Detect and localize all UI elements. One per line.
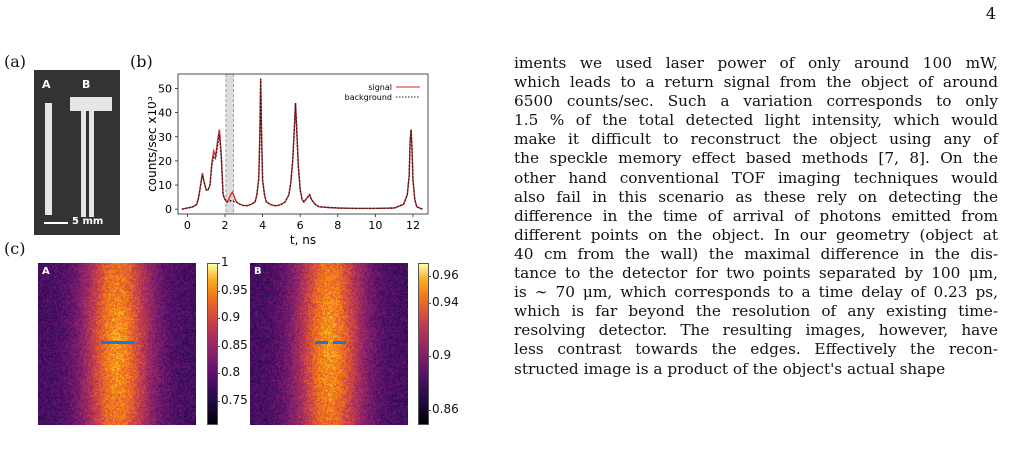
colorbar-a-tick-label: 0.9 [221, 310, 241, 325]
colorbar-a-tick-label: 1 [221, 255, 229, 269]
object-b-marker-right [333, 341, 346, 344]
scale-bar [44, 222, 68, 224]
x-tick-label: 0 [184, 219, 191, 232]
colorbar-a-tick-mark [217, 290, 220, 292]
gate-window [225, 74, 234, 214]
colorbar-b-tick-label: 0.96 [432, 268, 459, 283]
page-number: 4 [985, 4, 996, 23]
object-b-marker-left [315, 341, 328, 344]
reconstruction-heatmap-a: A [38, 263, 196, 425]
body-text-line: different points on the object. In our g… [514, 225, 998, 244]
colorbar-a-tick-label: 0.95 [221, 282, 248, 297]
y-axis-label-exponent: 3 [148, 96, 154, 101]
y-tick-label: 30 [158, 131, 172, 144]
scale-label: 5 mm [72, 216, 104, 227]
y-tick-label: 0 [165, 203, 172, 216]
body-text-line: also fail in this scenario as these rely… [514, 187, 998, 206]
body-text-line: 40 cm from the wall) the maximal differe… [514, 244, 998, 263]
colorbar-b-tick-mark [428, 303, 431, 304]
x-axis-label: t, ns [290, 233, 316, 247]
colorbar-a-tick-mark [217, 263, 220, 264]
colorbar-b-tick-label: 0.86 [432, 401, 459, 416]
series-background-line [181, 78, 423, 210]
sample-photo: A B 5 mm [34, 70, 120, 235]
colorbar-a-tick-mark [217, 400, 220, 402]
body-text-line: iments we used laser power of only aroun… [514, 54, 998, 72]
y-tick-label: 10 [158, 179, 172, 192]
heatmap-b-image [250, 263, 408, 425]
body-text-line: difference in the time of arrival of pho… [514, 206, 998, 225]
y-tick-label: 40 [158, 107, 172, 120]
x-tick-label: 4 [259, 219, 266, 232]
object-b-strip-right [89, 97, 94, 217]
time-trace-chart: 0 2 4 6 8 10 12 0 10 20 30 40 50 signal background t… [148, 73, 429, 247]
reconstruction-heatmap-b: B [250, 263, 408, 425]
colorbar-a [207, 263, 218, 425]
object-b-strip-left [81, 97, 86, 217]
colorbar-a-tick-label: 0.85 [221, 337, 248, 352]
colorbar-b-tick-mark [428, 356, 431, 358]
heatmap-a-image [38, 263, 196, 425]
body-text-line: which is far beyond the resolution of an… [514, 302, 998, 321]
legend-background-label: background [345, 93, 392, 102]
photo-label-a: A [42, 78, 51, 91]
colorbar-b-tick-label: 0.94 [432, 295, 459, 309]
colorbar-b [418, 263, 429, 425]
legend-signal-label: signal [368, 83, 392, 92]
colorbar-a-tick-mark [217, 345, 220, 347]
object-a-strip [45, 103, 52, 215]
y-axis-label: counts/sec x103 [148, 96, 159, 192]
body-text-line: 1.5 % of the total detected light intens… [514, 111, 998, 130]
body-text-line: resolving detector. The resulting images… [514, 321, 998, 340]
heatmap-a-label: A [42, 266, 50, 277]
colorbar-b-tick-mark [428, 409, 431, 411]
body-text-line: 6500 counts/sec. Such a variation corres… [514, 92, 998, 111]
body-text-line: tance to the detector for two points sep… [514, 264, 998, 283]
body-paragraph: iments we used laser power of only aroun… [514, 54, 998, 379]
colorbar-a-tick-label: 0.8 [221, 365, 241, 380]
panel-label-a: (a) [4, 52, 27, 71]
body-text-line: make it difficult to reconstruct the obj… [514, 130, 998, 149]
x-tick-label: 2 [221, 219, 228, 232]
panel-label-c: (c) [4, 239, 26, 258]
x-tick-label: 12 [406, 219, 420, 232]
plot-frame [177, 73, 429, 215]
heatmap-b-label: B [254, 266, 262, 277]
x-tick-label: 6 [297, 219, 304, 232]
svg-text:counts/sec x103: counts/sec x103 [148, 96, 159, 192]
body-text-line: structed image is a product of the objec… [514, 359, 946, 378]
colorbar-a-tick-mark [217, 318, 220, 320]
body-text-line: is ∼ 70 μm, which corresponds to a time … [514, 283, 998, 302]
body-text-line: which leads to a return signal from the … [514, 73, 998, 92]
x-tick-label: 8 [334, 219, 341, 232]
colorbar-a-tick-label: 0.75 [221, 392, 248, 407]
y-tick-label: 20 [158, 155, 172, 168]
body-text-line: the speckle memory effect based methods … [514, 149, 998, 168]
colorbar-a-tick-mark [217, 373, 220, 375]
y-axis-label-base: counts/sec x10 [148, 101, 159, 192]
x-tick-label: 10 [368, 219, 382, 232]
y-tick-label: 50 [158, 82, 172, 95]
body-text-line: less contrast towards the edges. Effecti… [514, 340, 998, 359]
object-a-marker [101, 341, 135, 344]
photo-label-b: B [82, 78, 91, 91]
body-text-line: other hand conventional TOF imaging tech… [514, 168, 998, 187]
colorbar-b-tick-label: 0.9 [432, 348, 452, 363]
panel-label-b: (b) [130, 52, 153, 71]
colorbar-b-tick-mark [428, 276, 431, 278]
